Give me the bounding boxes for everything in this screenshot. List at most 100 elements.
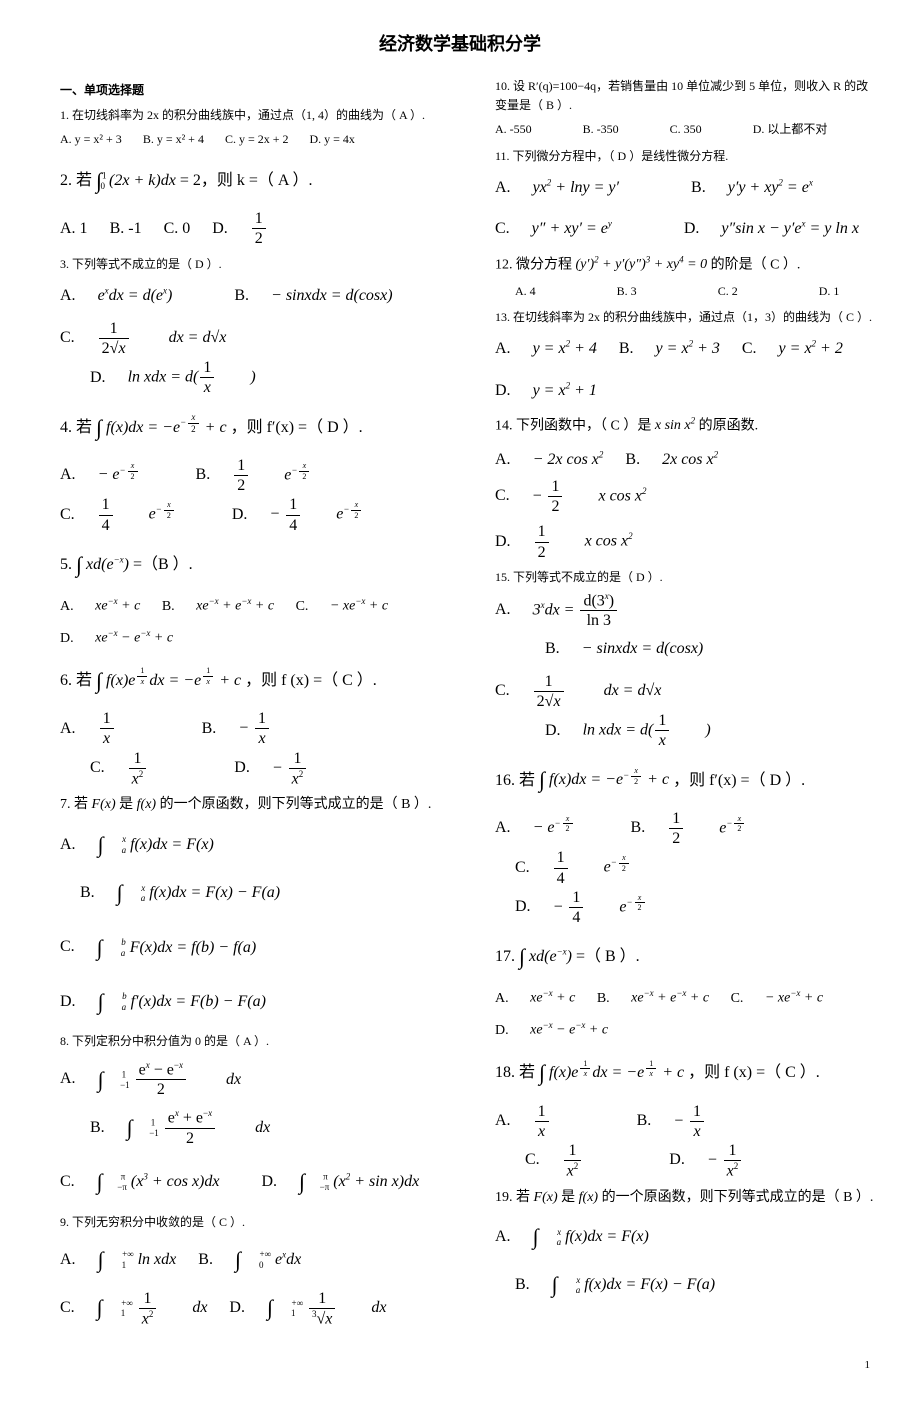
question-12: 12. 微分方程 (y′)2 + y′(y″)3 + xy4 = 0 的阶是（ … [495, 253, 880, 277]
q3-opt-c: C. 12√x dx = d√x [60, 319, 244, 358]
q16-opt-a: A. − e−x2 [495, 810, 609, 845]
question-11: 11. 下列微分方程中，（ D ）是线性微分方程. [495, 147, 880, 166]
q11-opt-c: C. y″ + xy′ = ey [495, 211, 612, 246]
question-1: 1. 在切线斜率为 2x 的积分曲线族中，通过点（1, 4）的曲线为（ A ）. [60, 106, 445, 125]
q11-opt-b: B. y′y + xy2 = ex [691, 170, 813, 205]
q4-opt-b: B. 12e−x2 [196, 456, 346, 495]
question-8: 8. 下列定积分中积分值为 0 的是（ A ）. [60, 1032, 445, 1051]
section-heading: 一、单项选择题 [60, 81, 445, 98]
q10-opt-d: D. 以上都不对 [753, 119, 828, 141]
question-18: 18. 若 ∫ f(x)e1xdx = −e1x + c ，则 f (x) =（… [495, 1049, 880, 1097]
q2-options: A. 1 B. -1 C. 0 D. 12 [60, 209, 445, 248]
q4-text: 4. 若 [60, 419, 92, 436]
question-16: 16. 若 ∫ f(x)dx = −e−x2 + c ，则 f′(x) =（ D… [495, 757, 880, 805]
q2-opt-c: C. 0 [164, 211, 191, 246]
question-17: 17. ∫ xd(e−x) =（ B ）. [495, 933, 880, 981]
q2-opt-b: B. -1 [110, 211, 142, 246]
q5-options: A. xe−x + c B. xe−x + e−x + c C. − xe−x … [60, 593, 445, 619]
q18-opt-d: D. − 1x2 [669, 1141, 777, 1181]
page-number: 1 [40, 1359, 880, 1371]
q9-opt-a: A. ∫1+∞ ln xdx [60, 1236, 176, 1284]
q19-opt-b: B. ∫ax f(x)dx = F(x) − F(a) [515, 1261, 715, 1309]
q4-opt-a: A. − e−x2 [60, 457, 174, 492]
q15-opt-b: B. − sinxdx = d(cosx) [545, 631, 703, 666]
q3-options-row1: A. exdx = d(ex) B. − sinxdx = d(cosx) [60, 278, 445, 313]
q5-opt-d: D. xe−x − e−x + c [60, 625, 173, 651]
q12-opt-d: D. 1 [819, 281, 840, 303]
q10-opt-b: B. -350 [583, 119, 619, 141]
q11-options-row2: C. y″ + xy′ = ey D. y″sin x − y′ex = y l… [495, 211, 880, 246]
q5-options-row2: D. xe−x − e−x + c [60, 625, 445, 651]
q6-options: A. 1x B. − 1x C. 1x2 D. − 1x2 [60, 709, 445, 788]
q6-opt-b: B. − 1x [202, 709, 305, 748]
q5-expr: ∫ xd(e−x) [76, 556, 129, 573]
q6-opt-d: D. − 1x2 [234, 749, 342, 789]
q18-options: A. 1x B. − 1x C. 1x2 D. − 1x2 [495, 1102, 880, 1181]
q8-options-row2: C. ∫π−π (x3 + cos x)dx D. ∫π−π (x2 + sin… [60, 1158, 445, 1206]
q14-opt-c: C. − 12x cos x2 [495, 477, 647, 516]
left-column: 一、单项选择题 1. 在切线斜率为 2x 的积分曲线族中，通过点（1, 4）的曲… [40, 71, 445, 1339]
q12-opt-b: B. 3 [617, 281, 637, 303]
q11-opt-d: D. y″sin x − y′ex = y ln x [684, 211, 859, 246]
q4-options: A. − e−x2 B. 12e−x2 C. 14e−x2 D. − 14e−x… [60, 456, 445, 535]
question-6: 6. 若 ∫ f(x)e1xdx = −e1x + c ，则 f (x) =（ … [60, 657, 445, 705]
q8-opt-a: A. ∫1−1 ex − e−x2 dx [60, 1056, 241, 1104]
q15-opt-d: D. ln xdx = d(1x) [545, 711, 711, 750]
q4-expr: ∫ f(x)dx = −e−x2 + c [96, 419, 227, 436]
q4-tail: ，则 f′(x) =（ D ）. [231, 419, 363, 436]
question-5: 5. ∫ xd(e−x) =（B ）. [60, 541, 445, 589]
q15-opt-a: A. 3xdx = d(3x)ln 3 [495, 591, 653, 631]
q13-options-row2: D. y = x2 + 1 [495, 373, 880, 408]
question-3: 3. 下列等式不成立的是（ D ）. [60, 255, 445, 274]
q10-opt-a: A. -550 [495, 119, 532, 141]
q2-integral: ∫10 (2x + k)dx [96, 172, 176, 189]
q13-opt-d: D. y = x2 + 1 [495, 373, 597, 408]
question-15: 15. 下列等式不成立的是（ D ）. [495, 568, 880, 587]
q14-opt-b: B. 2x cos x2 [625, 442, 718, 477]
q17-text: 17. [495, 948, 515, 965]
q15-opt-c: C. 12√x dx = d√x [495, 672, 679, 711]
q18-text: 18. 若 [495, 1064, 535, 1081]
q13-options-row1: A. y = x2 + 4 B. y = x2 + 3 C. y = x2 + … [495, 331, 880, 366]
q16-opt-b: B. 12e−x2 [631, 809, 781, 848]
q2-text: 2. 若 [60, 172, 92, 189]
q18-opt-b: B. − 1x [637, 1102, 740, 1141]
q6-expr: ∫ f(x)e1xdx = −e1x + c [96, 672, 241, 689]
q16-text: 16. 若 [495, 771, 535, 788]
right-column: 10. 设 R′(q)=100−4q，若销售量由 10 单位减少到 5 单位，则… [475, 71, 880, 1339]
q17-opt-b: B. xe−x + e−x + c [597, 985, 709, 1011]
q8-opt-d: D. ∫π−π (x2 + sin x)dx [261, 1158, 419, 1206]
q17-opt-a: A. xe−x + c [495, 985, 575, 1011]
q10-options: A. -550 B. -350 C. 350 D. 以上都不对 [495, 119, 880, 141]
q17-expr: ∫ xd(e−x) [519, 948, 572, 965]
q14-opt-a: A. − 2x cos x2 [495, 442, 603, 477]
q14-options-row1: A. − 2x cos x2 B. 2x cos x2 C. − 12x cos… [495, 442, 880, 517]
q13-opt-a: A. y = x2 + 4 [495, 331, 597, 366]
q6-tail: ，则 f (x) =（ C ）. [245, 672, 377, 689]
q3-opt-b: B. − sinxdx = d(cosx) [234, 278, 392, 313]
q2-opt-a: A. 1 [60, 211, 88, 246]
question-7: 7. 若 F(x) 是 f(x) 的一个原函数，则下列等式成立的是（ B ）. [60, 794, 445, 816]
q15-options-row2: C. 12√x dx = d√x D. ln xdx = d(1x) [495, 672, 880, 751]
q17-options: A. xe−x + c B. xe−x + e−x + c C. − xe−x … [495, 985, 880, 1011]
two-column-layout: 一、单项选择题 1. 在切线斜率为 2x 的积分曲线族中，通过点（1, 4）的曲… [40, 71, 880, 1339]
q11-opt-a: A. yx2 + lny = y′ [495, 170, 619, 205]
q3-options-row2: C. 12√x dx = d√x D. ln xdx = d(1x) [60, 319, 445, 398]
q7-opt-b: B. ∫ax f(x)dx = F(x) − F(a) [80, 869, 280, 917]
q7-options-row2: C. ∫ab F(x)dx = f(b) − f(a) [60, 924, 445, 972]
question-14: 14. 下列函数中，（ C ）是 x sin x2 的原函数. [495, 414, 880, 438]
q3-opt-d: D. ln xdx = d(1x) [90, 358, 256, 397]
q18-opt-c: C. 1x2 [525, 1141, 617, 1181]
q17-options-row2: D. xe−x − e−x + c [495, 1017, 880, 1043]
q18-expr: ∫ f(x)e1xdx = −e1x + c [539, 1064, 684, 1081]
q1-opt-d: D. y = 4x [310, 129, 355, 151]
q12-opt-c: C. 2 [718, 281, 738, 303]
q3-opt-a: A. exdx = d(ex) [60, 278, 172, 313]
q17-opt-d: D. xe−x − e−x + c [495, 1017, 608, 1043]
q13-opt-c: C. y = x2 + 2 [742, 331, 843, 366]
q6-text: 6. 若 [60, 672, 92, 689]
q16-options: A. − e−x2 B. 12e−x2 C. 14e−x2 D. − 14e−x… [495, 809, 880, 927]
q9-opt-c: C. ∫1+∞ 1x2dx [60, 1284, 207, 1332]
q1-opt-b: B. y = x² + 4 [143, 129, 204, 151]
q7-opt-d: D. ∫ab f′(x)dx = F(b) − F(a) [60, 978, 266, 1026]
